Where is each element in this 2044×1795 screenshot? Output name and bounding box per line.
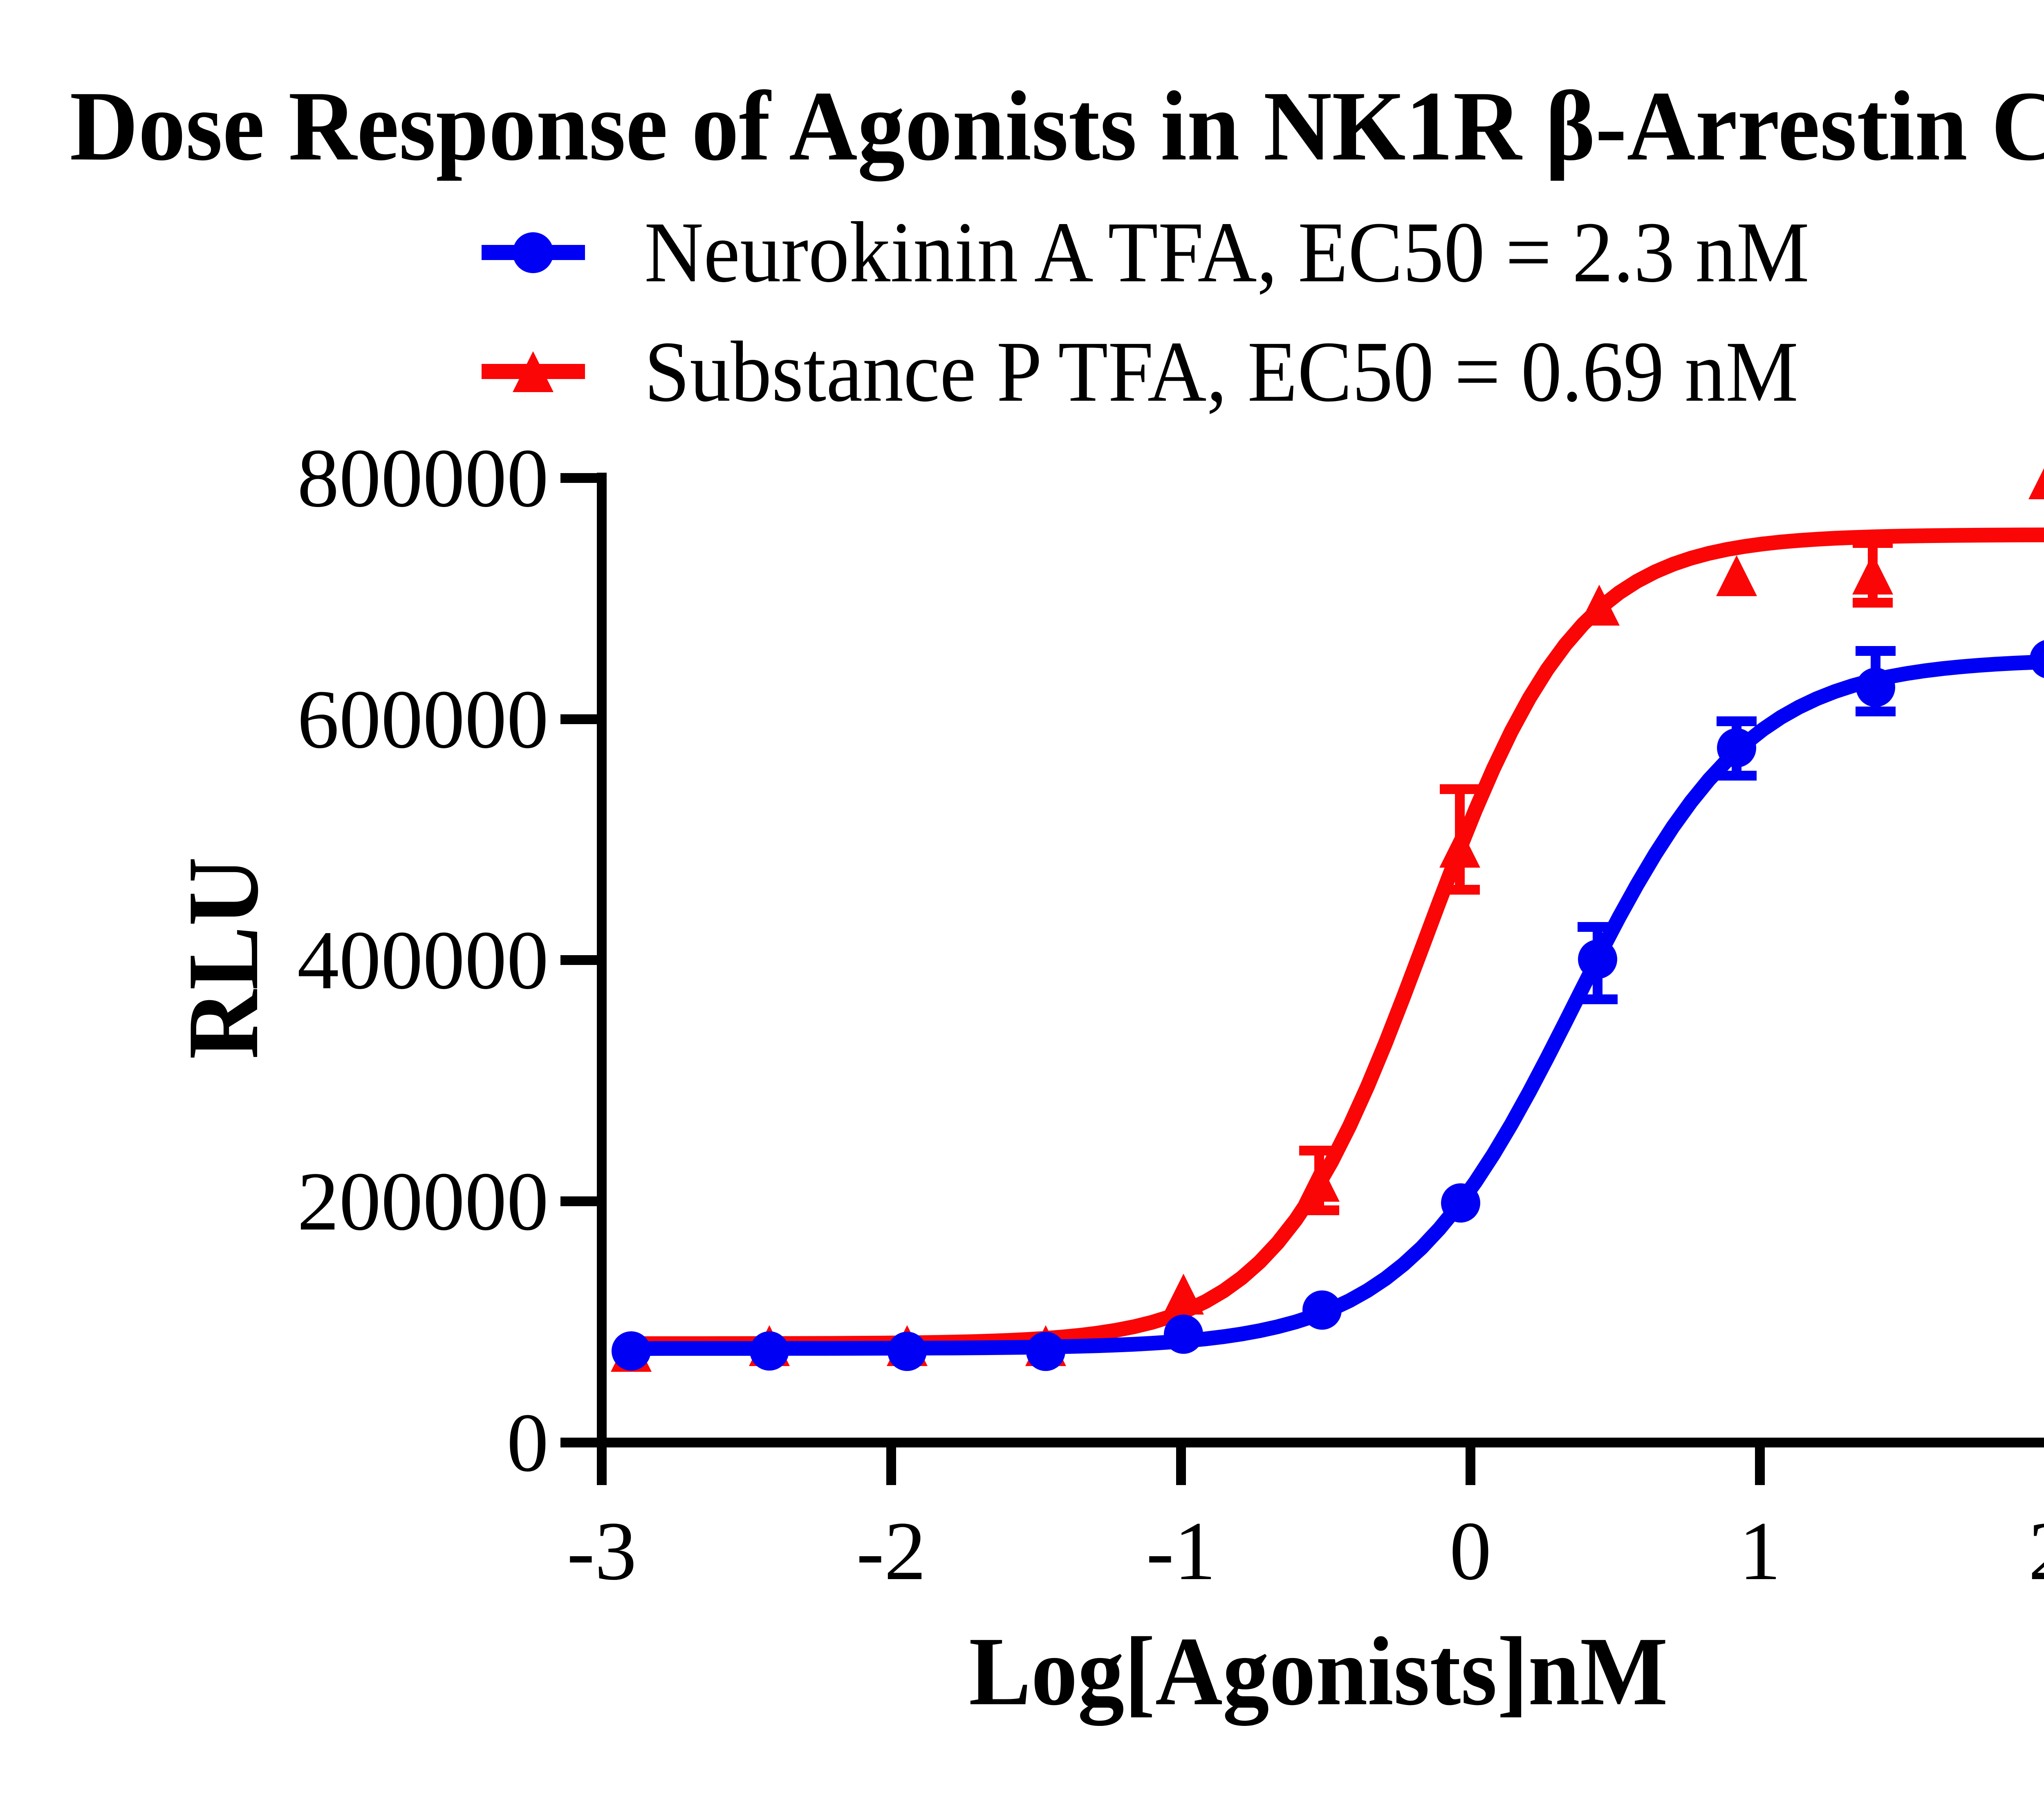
svg-text:1: 1 bbox=[1739, 1505, 1781, 1598]
svg-text:800000: 800000 bbox=[297, 432, 549, 525]
svg-text:-3: -3 bbox=[567, 1505, 637, 1598]
svg-text:Log[Agonists]nM: Log[Agonists]nM bbox=[969, 1617, 1668, 1726]
svg-text:Dose Response of Agonists in N: Dose Response of Agonists in NK1R β-Arre… bbox=[70, 71, 2044, 182]
svg-text:600000: 600000 bbox=[297, 673, 549, 766]
svg-text:400000: 400000 bbox=[297, 914, 549, 1007]
svg-text:200000: 200000 bbox=[297, 1155, 549, 1248]
svg-text:0: 0 bbox=[507, 1396, 549, 1489]
svg-text:-2: -2 bbox=[856, 1505, 926, 1598]
svg-text:2: 2 bbox=[2028, 1505, 2044, 1598]
svg-text:-1: -1 bbox=[1146, 1505, 1216, 1598]
svg-text:0: 0 bbox=[1450, 1505, 1492, 1598]
svg-text:RLU: RLU bbox=[167, 857, 279, 1059]
svg-text:Neurokinin A TFA, EC50 = 2.3 n: Neurokinin A TFA, EC50 = 2.3 nM bbox=[644, 204, 1809, 300]
svg-text:Substance P TFA, EC50 = 0.69 n: Substance P TFA, EC50 = 0.69 nM bbox=[644, 323, 1798, 420]
